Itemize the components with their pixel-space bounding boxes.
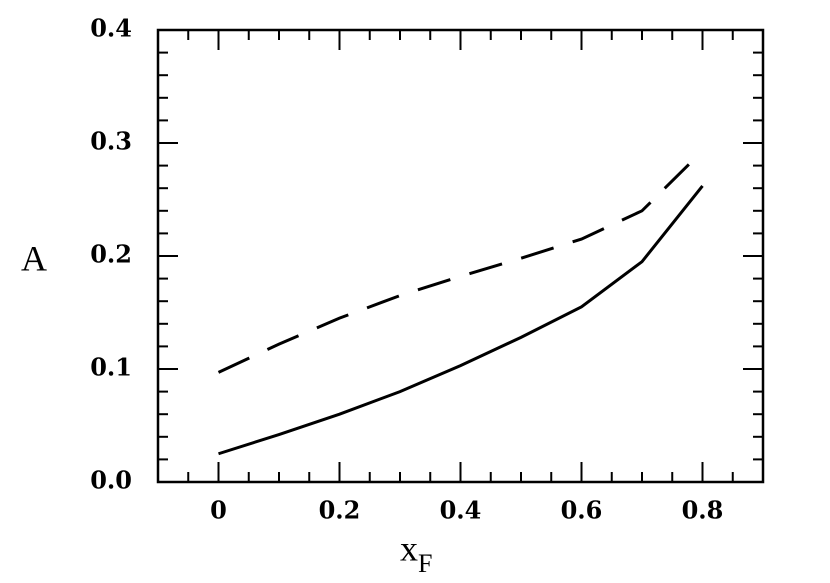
y-tick-label: 0.3 <box>90 127 132 156</box>
y-tick-label: 0.4 <box>90 14 132 43</box>
x-axis-label-subscript: F <box>418 549 432 578</box>
x-tick-label: 0.2 <box>319 496 361 525</box>
x-tick-label: 0 <box>210 496 227 525</box>
x-tick-label: 0.6 <box>561 496 603 525</box>
x-tick-label: 0.8 <box>682 496 724 525</box>
data-line <box>217 149 704 374</box>
y-tick-label: 0.1 <box>90 353 132 382</box>
y-tick-label: 0.0 <box>90 466 132 495</box>
y-tick-label: 0.2 <box>90 240 132 269</box>
x-tick-label: 0.4 <box>440 496 482 525</box>
plot-frame <box>156 28 765 484</box>
y-axis-label: A <box>21 238 47 278</box>
data-line <box>218 185 704 456</box>
x-axis-label: x <box>400 528 418 568</box>
